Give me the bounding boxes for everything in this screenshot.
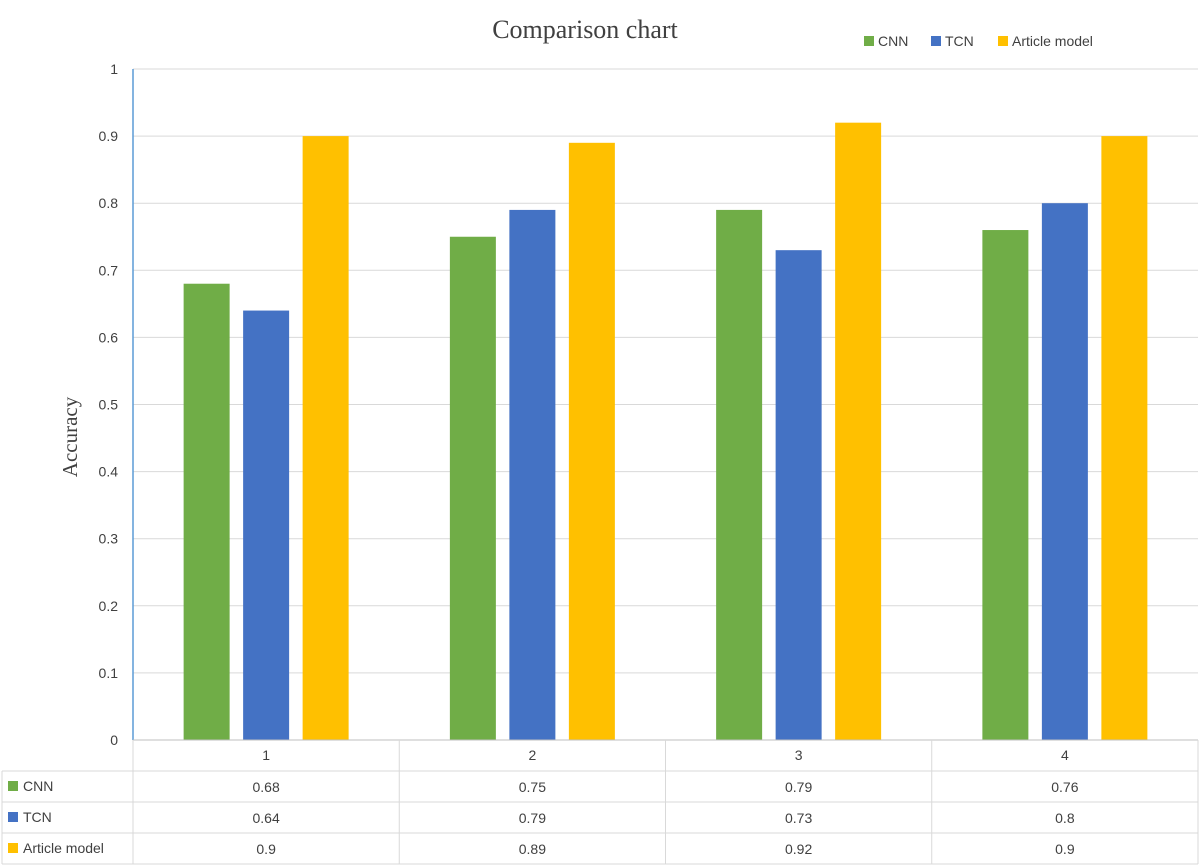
y-tick-label: 0.9 xyxy=(99,128,119,144)
legend-label-cnn: CNN xyxy=(878,33,908,49)
legend-label-tcn: TCN xyxy=(945,33,974,49)
data-label-tcn-3: 0.73 xyxy=(785,810,812,826)
bar-tcn-3 xyxy=(775,250,822,741)
y-tick-label: 0.3 xyxy=(99,531,119,547)
legend-swatch-tcn xyxy=(931,36,941,46)
bars xyxy=(183,122,1148,741)
bar-cnn-1 xyxy=(183,283,230,740)
data-label-article-model-4: 0.9 xyxy=(1055,841,1075,857)
table-swatch-cnn xyxy=(8,781,18,791)
data-table: 1 2 3 4 CNN 0.68 0.75 0.79 0.76 TCN 0.64 0.79 0.73 0.… xyxy=(1,740,1199,865)
legend-swatch-article-model xyxy=(998,36,1008,46)
y-tick-label: 0.8 xyxy=(99,195,119,211)
legend-label-article-model: Article model xyxy=(1012,33,1093,49)
data-label-article-model-2: 0.89 xyxy=(519,841,546,857)
y-tick-label: 0.5 xyxy=(99,397,119,413)
bar-tcn-2 xyxy=(509,209,556,740)
legend-swatch-cnn xyxy=(864,36,874,46)
legend: CNN TCN Article model xyxy=(864,33,1093,49)
data-label-tcn-1: 0.64 xyxy=(253,810,280,826)
bar-article-model-1 xyxy=(302,136,349,741)
bar-cnn-3 xyxy=(716,209,763,740)
chart-title: Comparison chart xyxy=(492,15,678,44)
bar-tcn-1 xyxy=(243,310,290,740)
y-tick-label: 0.1 xyxy=(99,665,119,681)
data-label-cnn-4: 0.76 xyxy=(1051,779,1078,795)
category-label-1: 1 xyxy=(262,747,270,763)
y-tick-label: 0.2 xyxy=(99,598,119,614)
data-label-tcn-4: 0.8 xyxy=(1055,810,1075,826)
y-tick-label: 0.6 xyxy=(99,329,119,345)
data-label-cnn-2: 0.75 xyxy=(519,779,546,795)
bar-cnn-4 xyxy=(982,230,1029,741)
bar-tcn-4 xyxy=(1041,203,1088,740)
y-tick-label: 0 xyxy=(110,732,118,748)
data-label-cnn-3: 0.79 xyxy=(785,779,812,795)
y-tick-label: 0.7 xyxy=(99,262,119,278)
y-tick-label: 1 xyxy=(110,61,118,77)
table-swatch-article-model xyxy=(8,843,18,853)
data-label-cnn-1: 0.68 xyxy=(253,779,280,795)
bar-article-model-4 xyxy=(1101,136,1148,741)
y-axis-label: Accuracy xyxy=(58,396,82,477)
data-label-tcn-2: 0.79 xyxy=(519,810,546,826)
y-tick-label: 0.4 xyxy=(99,464,119,480)
table-row-label-cnn: CNN xyxy=(23,778,53,794)
table-row-label-tcn: TCN xyxy=(23,809,52,825)
table-row-label-article-model: Article model xyxy=(23,840,104,856)
category-label-4: 4 xyxy=(1061,747,1069,763)
data-label-article-model-1: 0.9 xyxy=(256,841,276,857)
y-axis-ticks: 0 0.1 0.2 0.3 0.4 0.5 0.6 0.7 0.8 0.9 1 xyxy=(99,61,119,748)
data-label-article-model-3: 0.92 xyxy=(785,841,812,857)
gridlines xyxy=(133,68,1198,674)
category-label-2: 2 xyxy=(528,747,536,763)
bar-article-model-3 xyxy=(835,122,882,741)
bar-cnn-2 xyxy=(449,236,496,740)
table-swatch-tcn xyxy=(8,812,18,822)
category-label-3: 3 xyxy=(795,747,803,763)
bar-article-model-2 xyxy=(568,142,615,740)
